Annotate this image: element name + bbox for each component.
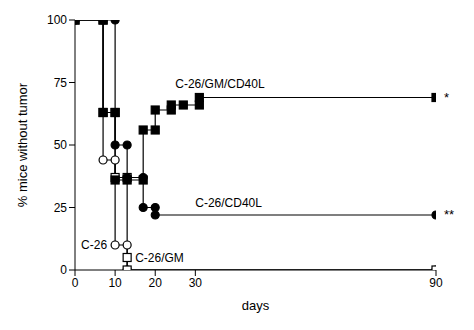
svg-text:C-26/GM/CD40L: C-26/GM/CD40L xyxy=(175,77,265,91)
svg-text:**: ** xyxy=(444,207,454,222)
svg-text:10: 10 xyxy=(108,276,122,290)
svg-text:25: 25 xyxy=(54,201,68,215)
svg-text:75: 75 xyxy=(54,76,68,90)
svg-text:days: days xyxy=(242,298,270,313)
svg-text:0: 0 xyxy=(60,263,67,277)
svg-text:*: * xyxy=(444,90,449,105)
svg-text:C-26/CD40L: C-26/CD40L xyxy=(195,196,262,210)
svg-text:C-26/GM: C-26/GM xyxy=(135,251,184,265)
svg-text:% mice without tumor: % mice without tumor xyxy=(15,82,30,207)
svg-text:C-26: C-26 xyxy=(81,238,107,252)
svg-text:30: 30 xyxy=(189,276,203,290)
svg-text:90: 90 xyxy=(429,276,443,290)
svg-text:50: 50 xyxy=(54,138,68,152)
svg-text:20: 20 xyxy=(149,276,163,290)
svg-text:0: 0 xyxy=(72,276,79,290)
svg-text:100: 100 xyxy=(47,13,67,27)
